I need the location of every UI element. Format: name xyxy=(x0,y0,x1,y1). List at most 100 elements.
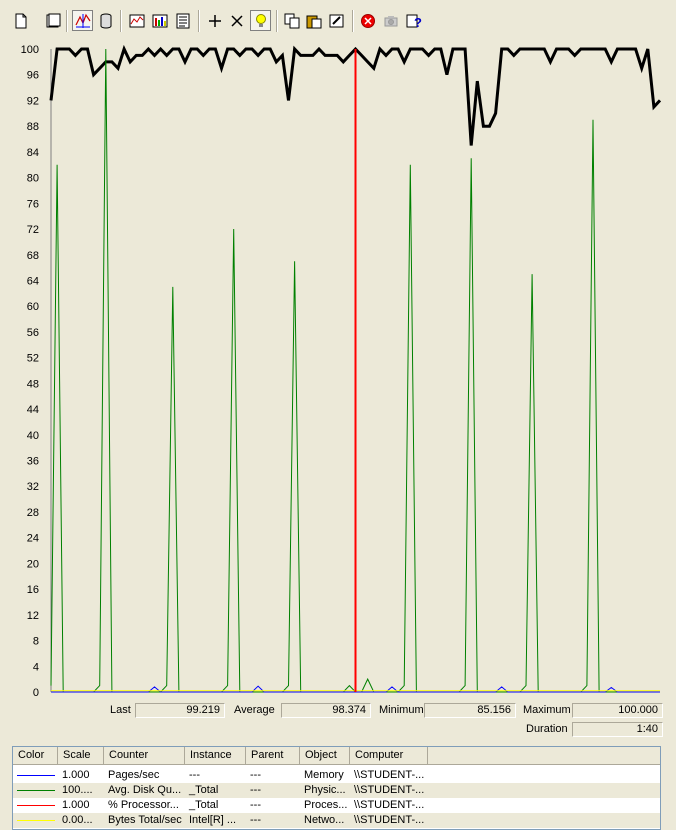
y-tick-label: 56 xyxy=(27,327,39,339)
column-header-parent[interactable]: Parent xyxy=(246,747,300,764)
help-icon: ? xyxy=(406,14,422,29)
chart-area: 100 96 92 88 84 80 76 72 68 64 60 56 52 48 44 40 36 32 28 2… xyxy=(8,40,664,698)
update-data-button[interactable] xyxy=(380,10,401,31)
legend-cell-computer: \\STUDENT-... xyxy=(354,814,425,826)
y-tick-label: 0 xyxy=(33,687,39,698)
y-tick-label: 20 xyxy=(27,558,39,570)
view-histogram-button[interactable] xyxy=(149,10,170,31)
column-header-computer[interactable]: Computer xyxy=(350,747,428,764)
y-tick-label: 44 xyxy=(27,404,39,416)
clear-display-button[interactable] xyxy=(42,10,63,31)
highlight-button[interactable] xyxy=(250,10,271,31)
color-swatch xyxy=(17,820,55,821)
legend-cell-object: Netwo... xyxy=(304,814,345,826)
view-report-icon xyxy=(176,13,189,28)
legend-cell-object: Physic... xyxy=(304,784,346,796)
y-tick-label: 84 xyxy=(27,147,39,159)
duration-label: Duration xyxy=(526,723,568,735)
minimum-value: 85.156 xyxy=(424,703,516,718)
color-swatch xyxy=(17,775,55,776)
y-tick-label: 80 xyxy=(27,173,39,185)
counter-legend[interactable]: Color Scale Counter Instance Parent Obje… xyxy=(12,746,661,830)
legend-header: Color Scale Counter Instance Parent Obje… xyxy=(13,747,660,765)
maximum-value: 100.000 xyxy=(572,703,663,718)
legend-cell-counter: Avg. Disk Qu... xyxy=(108,784,182,796)
minimum-label: Minimum xyxy=(379,704,424,716)
legend-cell-parent: --- xyxy=(250,769,261,781)
add-button[interactable] xyxy=(204,10,225,31)
y-tick-label: 12 xyxy=(27,610,39,622)
legend-cell-scale: 1.000 xyxy=(62,769,90,781)
average-value: 98.374 xyxy=(281,703,371,718)
legend-cell-scale: 100.... xyxy=(62,784,93,796)
help-button[interactable]: ? xyxy=(403,10,424,31)
delete-icon xyxy=(230,14,243,27)
maximum-label: Maximum xyxy=(523,704,571,716)
legend-row[interactable]: 100.... Avg. Disk Qu... _Total --- Physic...… xyxy=(13,783,660,798)
toolbar: ? xyxy=(0,0,676,40)
legend-cell-parent: --- xyxy=(250,814,261,826)
y-tick-label: 92 xyxy=(27,95,39,107)
y-tick-label: 88 xyxy=(27,121,39,133)
column-header-color[interactable]: Color xyxy=(13,747,58,764)
y-tick-label: 24 xyxy=(27,533,39,545)
new-counter-set-button[interactable] xyxy=(10,10,31,31)
delete-button[interactable] xyxy=(226,10,247,31)
clear-display-icon xyxy=(46,13,60,27)
legend-cell-parent: --- xyxy=(250,799,261,811)
view-report-button[interactable] xyxy=(172,10,193,31)
y-tick-label: 68 xyxy=(27,250,39,262)
legend-cell-instance: _Total xyxy=(189,784,219,796)
view-graph-button[interactable] xyxy=(126,10,147,31)
legend-cell-instance: _Total xyxy=(189,799,219,811)
paste-counter-list-icon xyxy=(306,15,321,28)
legend-cell-scale: 0.00... xyxy=(62,814,93,826)
legend-row[interactable]: 1.000 % Processor... _Total --- Proces... \\S… xyxy=(13,798,660,813)
legend-cell-computer: \\STUDENT-... xyxy=(354,784,425,796)
view-current-activity-icon xyxy=(74,13,90,28)
y-tick-label: 16 xyxy=(27,584,39,596)
legend-row[interactable]: 0.00... Bytes Total/sec Intel[R] ... --- Net… xyxy=(13,813,660,828)
y-tick-label: 48 xyxy=(27,378,39,390)
legend-cell-counter: Bytes Total/sec xyxy=(108,814,182,826)
legend-cell-computer: \\STUDENT-... xyxy=(354,769,425,781)
legend-cell-counter: % Processor... xyxy=(108,799,179,811)
y-tick-label: 36 xyxy=(27,456,39,468)
y-tick-label: 72 xyxy=(27,224,39,236)
legend-cell-instance: --- xyxy=(189,769,200,781)
highlight-icon xyxy=(255,13,266,27)
copy-properties-button[interactable] xyxy=(281,10,302,31)
view-histogram-icon xyxy=(152,14,167,27)
column-header-instance[interactable]: Instance xyxy=(185,747,246,764)
legend-cell-counter: Pages/sec xyxy=(108,769,160,781)
properties-button[interactable] xyxy=(326,10,347,31)
y-tick-label: 52 xyxy=(27,353,39,365)
duration-value: 1:40 xyxy=(572,722,663,737)
average-label: Average xyxy=(234,704,275,716)
legend-cell-parent: --- xyxy=(250,784,261,796)
add-icon xyxy=(208,14,221,27)
legend-cell-instance: Intel[R] ... xyxy=(189,814,237,826)
freeze-display-button[interactable] xyxy=(357,10,378,31)
view-log-data-button[interactable] xyxy=(95,10,116,31)
legend-cell-object: Memory xyxy=(304,769,344,781)
view-graph-icon xyxy=(129,14,144,27)
y-tick-label: 28 xyxy=(27,507,39,519)
paste-counter-list-button[interactable] xyxy=(303,10,324,31)
y-tick-label: 96 xyxy=(27,70,39,82)
view-current-activity-button[interactable] xyxy=(72,10,93,31)
line-chart: 1009692888480767268646056524844403632282… xyxy=(21,44,662,698)
legend-row[interactable]: 1.000 Pages/sec --- --- Memory \\STUDENT-... xyxy=(13,768,660,783)
y-tick-label: 64 xyxy=(27,275,39,287)
legend-cell-scale: 1.000 xyxy=(62,799,90,811)
color-swatch xyxy=(17,790,55,791)
column-header-scale[interactable]: Scale xyxy=(58,747,104,764)
y-tick-label: 8 xyxy=(33,636,39,648)
properties-icon xyxy=(329,14,343,27)
view-log-data-icon xyxy=(100,13,111,28)
y-tick-label: 100 xyxy=(21,44,39,56)
column-header-object[interactable]: Object xyxy=(300,747,350,764)
y-tick-label: 40 xyxy=(27,430,39,442)
new-counter-set-icon xyxy=(15,13,26,28)
column-header-counter[interactable]: Counter xyxy=(104,747,185,764)
